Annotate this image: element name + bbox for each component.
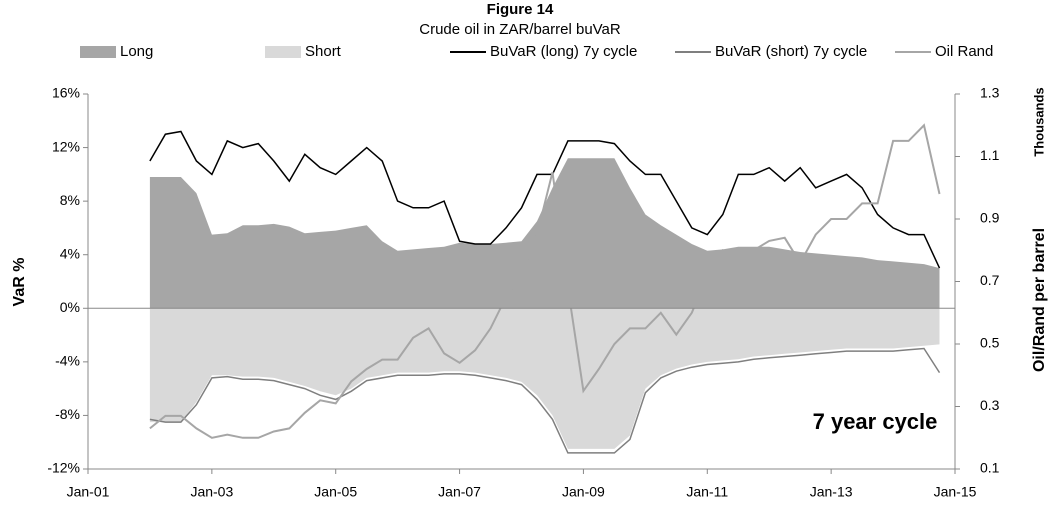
- y2-tick-label: 0.1: [980, 460, 1000, 476]
- y-tick-label: 12%: [52, 138, 80, 154]
- legend-swatch: [80, 46, 116, 58]
- chart-title: Figure 14: [487, 1, 554, 18]
- line: [149, 123, 941, 439]
- x-tick-label: Jan-11: [686, 484, 728, 500]
- y2-tick-label: 0.7: [980, 272, 1000, 288]
- y-tick-label: 8%: [60, 192, 80, 208]
- chart-subtitle: Crude oil in ZAR/barrel buVaR: [419, 21, 621, 38]
- y-tick-label: 16%: [52, 85, 80, 101]
- y2-tick-label: 1.3: [980, 85, 1000, 101]
- y-tick-label: -8%: [55, 406, 80, 422]
- y2-tick-label: 0.5: [980, 335, 1000, 351]
- y2-tick-label: 1.1: [980, 147, 1000, 163]
- x-tick-label: Jan-13: [810, 484, 853, 500]
- area: [149, 158, 940, 309]
- x-tick-label: Jan-03: [190, 484, 233, 500]
- y-tick-label: -4%: [55, 353, 80, 369]
- y-tick-label: 0%: [60, 299, 80, 315]
- line: [149, 347, 941, 454]
- x-tick-label: Jan-15: [934, 484, 977, 500]
- y-tick-label: -12%: [47, 460, 80, 476]
- annotation: 7 year cycle: [813, 409, 938, 434]
- legend-swatch: [265, 46, 301, 58]
- y2-tick-label: 0.9: [980, 210, 1000, 226]
- y2-unit-label: Thousands: [1031, 87, 1046, 156]
- x-tick-label: Jan-01: [67, 484, 110, 500]
- y-axis-label: VaR %: [11, 258, 28, 307]
- y-tick-label: 4%: [60, 245, 80, 261]
- x-tick-label: Jan-09: [562, 484, 605, 500]
- legend-label: Short: [305, 43, 342, 60]
- legend-label: BuVaR (long) 7y cycle: [490, 43, 637, 60]
- legend-label: Long: [120, 43, 153, 60]
- x-tick-label: Jan-07: [438, 484, 481, 500]
- line: [149, 130, 941, 269]
- legend-label: BuVaR (short) 7y cycle: [715, 43, 867, 60]
- area: [149, 308, 940, 449]
- y2-tick-label: 0.3: [980, 397, 1000, 413]
- y2-axis-label: Oil/Rand per barrel: [1031, 228, 1048, 372]
- x-tick-label: Jan-05: [314, 484, 357, 500]
- legend-label: Oil Rand: [935, 43, 993, 60]
